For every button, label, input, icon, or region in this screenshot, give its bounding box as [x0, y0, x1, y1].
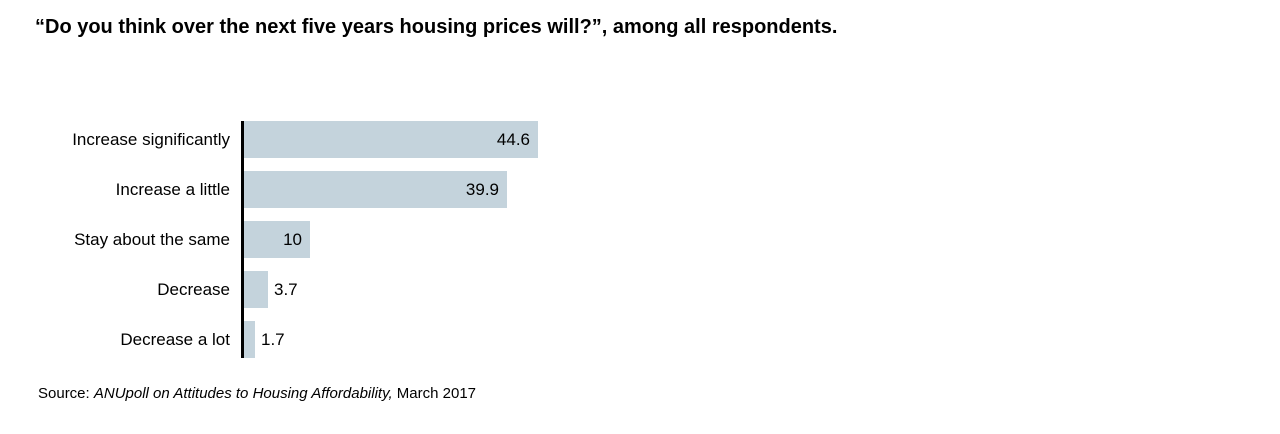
value-label: 3.7 [274, 279, 298, 299]
bar [244, 321, 255, 358]
value-label: 1.7 [261, 329, 285, 349]
bar-area: 44.6 [244, 121, 1280, 158]
category-label: Stay about the same [74, 229, 230, 249]
chart-row: Stay about the same 10 [0, 221, 1280, 258]
y-axis-line [241, 121, 244, 358]
bar-chart: Increase significantly 44.6 Increase a lit… [0, 121, 1280, 371]
source-date: March 2017 [392, 385, 477, 402]
bar [244, 121, 538, 158]
bar-area: 10 [244, 221, 1280, 258]
bar-area: 3.7 [244, 271, 1280, 308]
value-label: 10 [283, 229, 302, 249]
value-label: 39.9 [465, 179, 499, 199]
bar [244, 271, 268, 308]
category-label: Decrease a lot [120, 329, 230, 349]
bar [244, 171, 507, 208]
source-publication: ANUpoll on Attitudes to Housing Affordab… [93, 385, 393, 402]
category-label: Increase significantly [72, 129, 230, 149]
category-label: Decrease [157, 279, 230, 299]
chart-rows: Increase significantly 44.6 Increase a lit… [0, 121, 1280, 358]
chart-row: Increase a little 39.9 [0, 171, 1280, 208]
category-label: Increase a little [115, 179, 230, 199]
bar-area: 39.9 [244, 171, 1280, 208]
chart-row: Increase significantly 44.6 [0, 121, 1280, 158]
bar [244, 221, 310, 258]
source-note: Source: ANUpoll on Attitudes to Housing … [38, 385, 476, 402]
bar-area: 1.7 [244, 321, 1280, 358]
chart-title: “Do you think over the next five years h… [35, 16, 838, 38]
source-prefix: Source: [38, 385, 94, 402]
value-label: 44.6 [496, 129, 530, 149]
chart-row: Decrease 3.7 [0, 271, 1280, 308]
chart-row: Decrease a lot 1.7 [0, 321, 1280, 358]
